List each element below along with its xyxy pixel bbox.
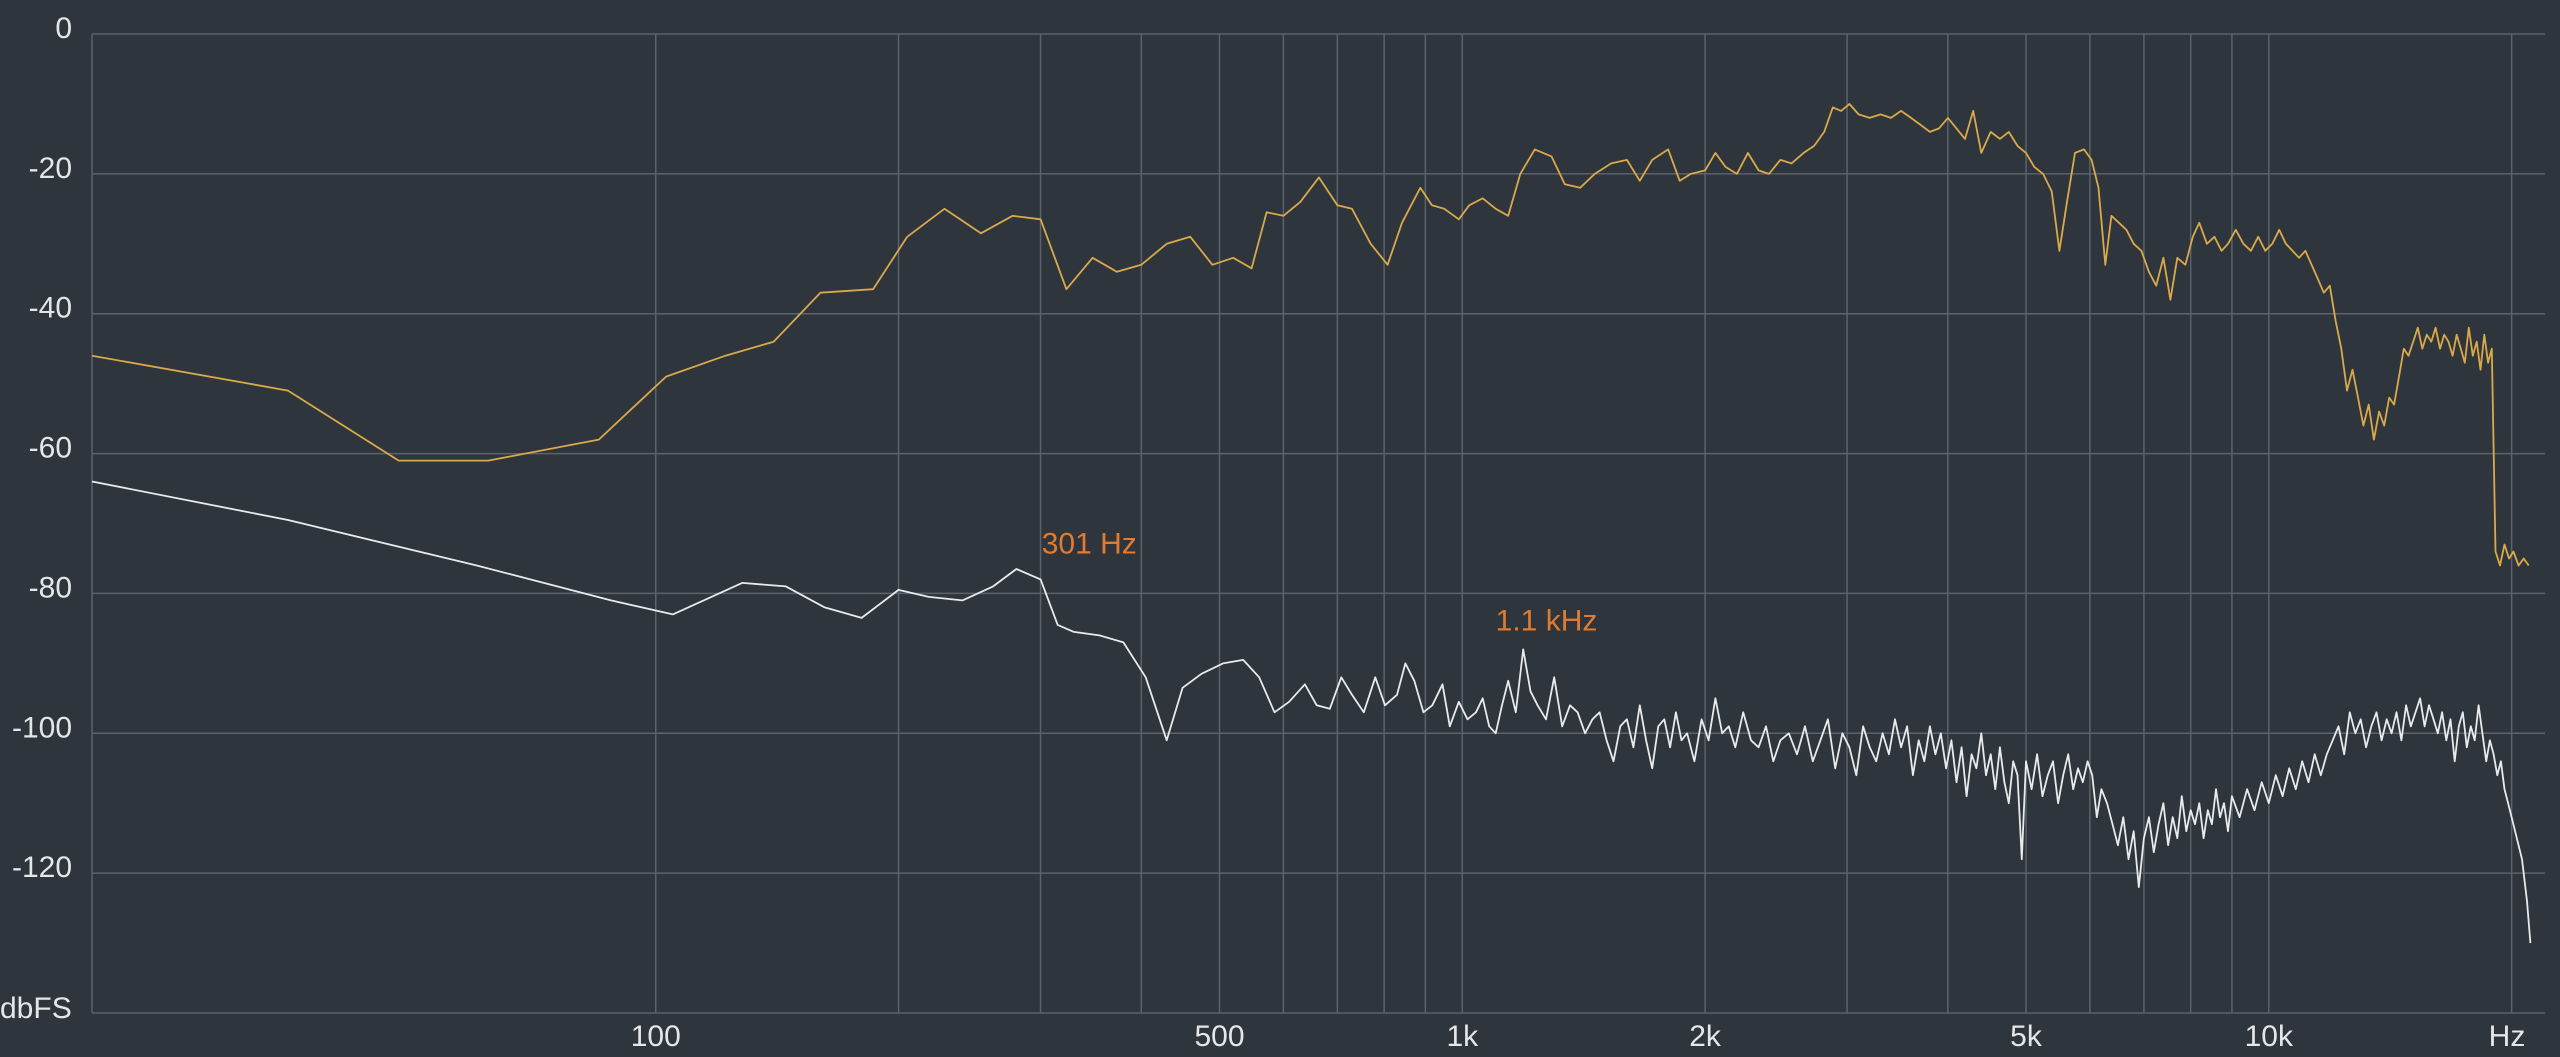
y-unit-label: dbFS: [0, 992, 72, 1025]
y-tick-label: -20: [29, 152, 72, 185]
peak-annotation: 301 Hz: [1042, 527, 1137, 560]
y-axis-ticks: 0 -20 -40 -60 -80 -100 -120: [12, 12, 72, 884]
y-tick-label: -40: [29, 292, 72, 325]
y-tick-label: 0: [55, 12, 72, 45]
peak-annotation: 1.1 kHz: [1496, 604, 1598, 637]
y-tick-label: -100: [12, 711, 72, 744]
y-tick-label: -60: [29, 432, 72, 465]
x-axis-ticks: 100 500 1k 2k 5k 10k: [631, 1020, 2294, 1053]
x-tick-label: 5k: [2010, 1020, 2043, 1053]
horizontal-gridlines: [92, 33, 2545, 1014]
series-line-1: [91, 103, 2530, 567]
x-tick-label: 2k: [1689, 1020, 1722, 1053]
peak-annotations: 301 Hz 1.1 kHz: [1042, 527, 1598, 637]
x-tick-label: 100: [631, 1020, 681, 1053]
series-layer: [91, 103, 2532, 944]
x-tick-label: 500: [1194, 1020, 1244, 1053]
vertical-gridlines: [91, 34, 2513, 1013]
x-tick-label: 1k: [1446, 1020, 1479, 1053]
y-tick-label: -80: [29, 571, 72, 604]
x-tick-label: 10k: [2245, 1020, 2294, 1053]
x-unit-label: Hz: [2489, 1020, 2526, 1053]
y-tick-label: -120: [12, 851, 72, 884]
series-line-2: [91, 480, 2532, 944]
